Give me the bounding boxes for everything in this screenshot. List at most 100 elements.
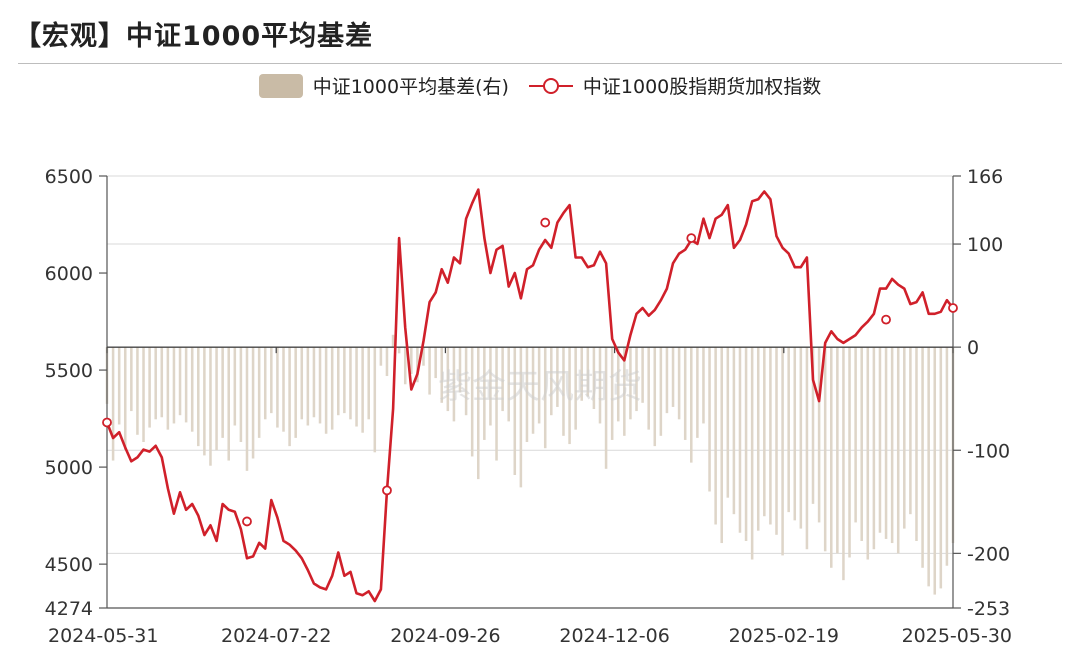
basis-bar	[860, 347, 863, 541]
basis-bar	[878, 347, 882, 533]
basis-bar	[890, 347, 894, 544]
basis-bar	[306, 347, 310, 426]
basis-bar	[665, 347, 669, 414]
basis-bar	[270, 347, 273, 414]
basis-bar	[416, 347, 419, 383]
basis-bar	[282, 347, 285, 432]
basis-bar	[203, 347, 206, 456]
basis-bar	[915, 347, 918, 541]
watermark: 紫金天风期货	[438, 367, 642, 407]
line-marker	[242, 516, 252, 527]
basis-bar	[464, 347, 468, 416]
basis-bar	[130, 347, 133, 412]
basis-bar	[525, 347, 529, 443]
basis-bar	[391, 334, 395, 348]
basis-bar	[732, 347, 736, 515]
basis-bar	[921, 347, 924, 568]
right-axis-ticks: -253 -200 -100 0 100 166	[953, 166, 1010, 620]
basis-bar	[562, 347, 565, 436]
basis-bar	[476, 347, 480, 480]
left-tick-label: 4500	[45, 554, 93, 576]
basis-bar	[276, 347, 279, 428]
left-tick-label: 5500	[45, 360, 93, 382]
basis-bar	[367, 347, 370, 420]
basis-bar	[629, 347, 632, 420]
basis-bar	[434, 347, 437, 379]
basis-bar	[884, 347, 888, 539]
basis-bar	[160, 347, 164, 418]
basis-bar	[197, 347, 200, 447]
basis-bar	[501, 347, 504, 412]
x-tick-label: 2025-02-19	[729, 625, 839, 647]
basis-bar	[385, 347, 389, 377]
basis-bar	[726, 347, 730, 498]
line-marker	[881, 314, 891, 325]
basis-bar	[318, 347, 322, 424]
right-tick-label: -100	[967, 440, 1010, 462]
right-tick-label: -253	[967, 598, 1010, 620]
basis-bar	[154, 347, 157, 420]
legend-item-index[interactable]: 中证1000股指期货加权指数	[528, 72, 821, 99]
basis-bar	[683, 347, 687, 440]
basis-bar	[300, 347, 304, 420]
basis-bar	[817, 347, 821, 523]
basis-bar	[933, 347, 937, 595]
basis-bar	[896, 347, 900, 554]
basis-bar	[446, 347, 450, 412]
left-tick-label: 4274	[45, 598, 93, 620]
basis-bar	[781, 347, 784, 556]
basis-bar	[324, 347, 328, 434]
basis-bar	[690, 347, 693, 463]
basis-bar	[458, 347, 462, 393]
basis-bar	[653, 347, 657, 447]
basis-bar	[750, 347, 754, 560]
x-tick-label: 2024-09-26	[390, 625, 500, 647]
legend-basis-label: 中证1000平均基差(右)	[312, 76, 509, 98]
basis-bar	[123, 347, 127, 451]
basis-bar	[397, 347, 401, 354]
basis-bar	[854, 347, 857, 523]
basis-bar	[148, 347, 151, 428]
basis-bar	[257, 347, 261, 438]
legend-item-basis[interactable]: 中证1000平均基差(右)	[258, 72, 509, 99]
x-tick-label: 2024-07-22	[221, 625, 331, 647]
basis-bar	[190, 347, 194, 432]
basis-bar	[677, 347, 681, 420]
basis-bar	[263, 347, 267, 420]
basis-bar	[738, 347, 742, 533]
basis-bar	[489, 347, 492, 426]
right-tick-label: -200	[967, 543, 1010, 565]
basis-bar	[842, 347, 845, 581]
basis-bar	[361, 347, 364, 433]
basis-bar	[452, 347, 456, 422]
basis-bar	[519, 347, 523, 488]
basis-bar	[927, 347, 930, 587]
basis-bar	[513, 347, 517, 475]
basis-bar	[580, 347, 584, 401]
basis-bar	[507, 347, 510, 422]
basis-bar	[945, 347, 949, 566]
basis-bar	[440, 347, 444, 403]
basis-bar	[769, 347, 772, 525]
left-tick-label: 5000	[45, 457, 93, 479]
left-axis-ticks: 4274 4500 5000 5500 6000 6500	[45, 166, 107, 620]
basis-bar	[470, 347, 474, 457]
basis-bar	[483, 347, 486, 440]
basis-bar	[111, 347, 115, 461]
basis-bar	[343, 347, 346, 414]
legend-line-swatch	[528, 77, 573, 94]
basis-bar	[635, 347, 638, 412]
line-markers	[102, 217, 958, 527]
basis-bar	[136, 347, 139, 435]
left-tick-label: 6000	[45, 263, 93, 285]
basis-bar	[221, 347, 224, 438]
legend: 中证1000平均基差(右) 中证1000股指期货加权指数	[0, 72, 1080, 99]
right-tick-label: 0	[967, 337, 979, 359]
x-tick-label: 2025-05-30	[902, 625, 1012, 647]
basis-bar	[330, 347, 334, 430]
basis-bar	[422, 347, 425, 366]
basis-bar	[574, 347, 577, 430]
right-tick-label: 100	[967, 234, 1003, 256]
basis-bar	[872, 347, 876, 550]
